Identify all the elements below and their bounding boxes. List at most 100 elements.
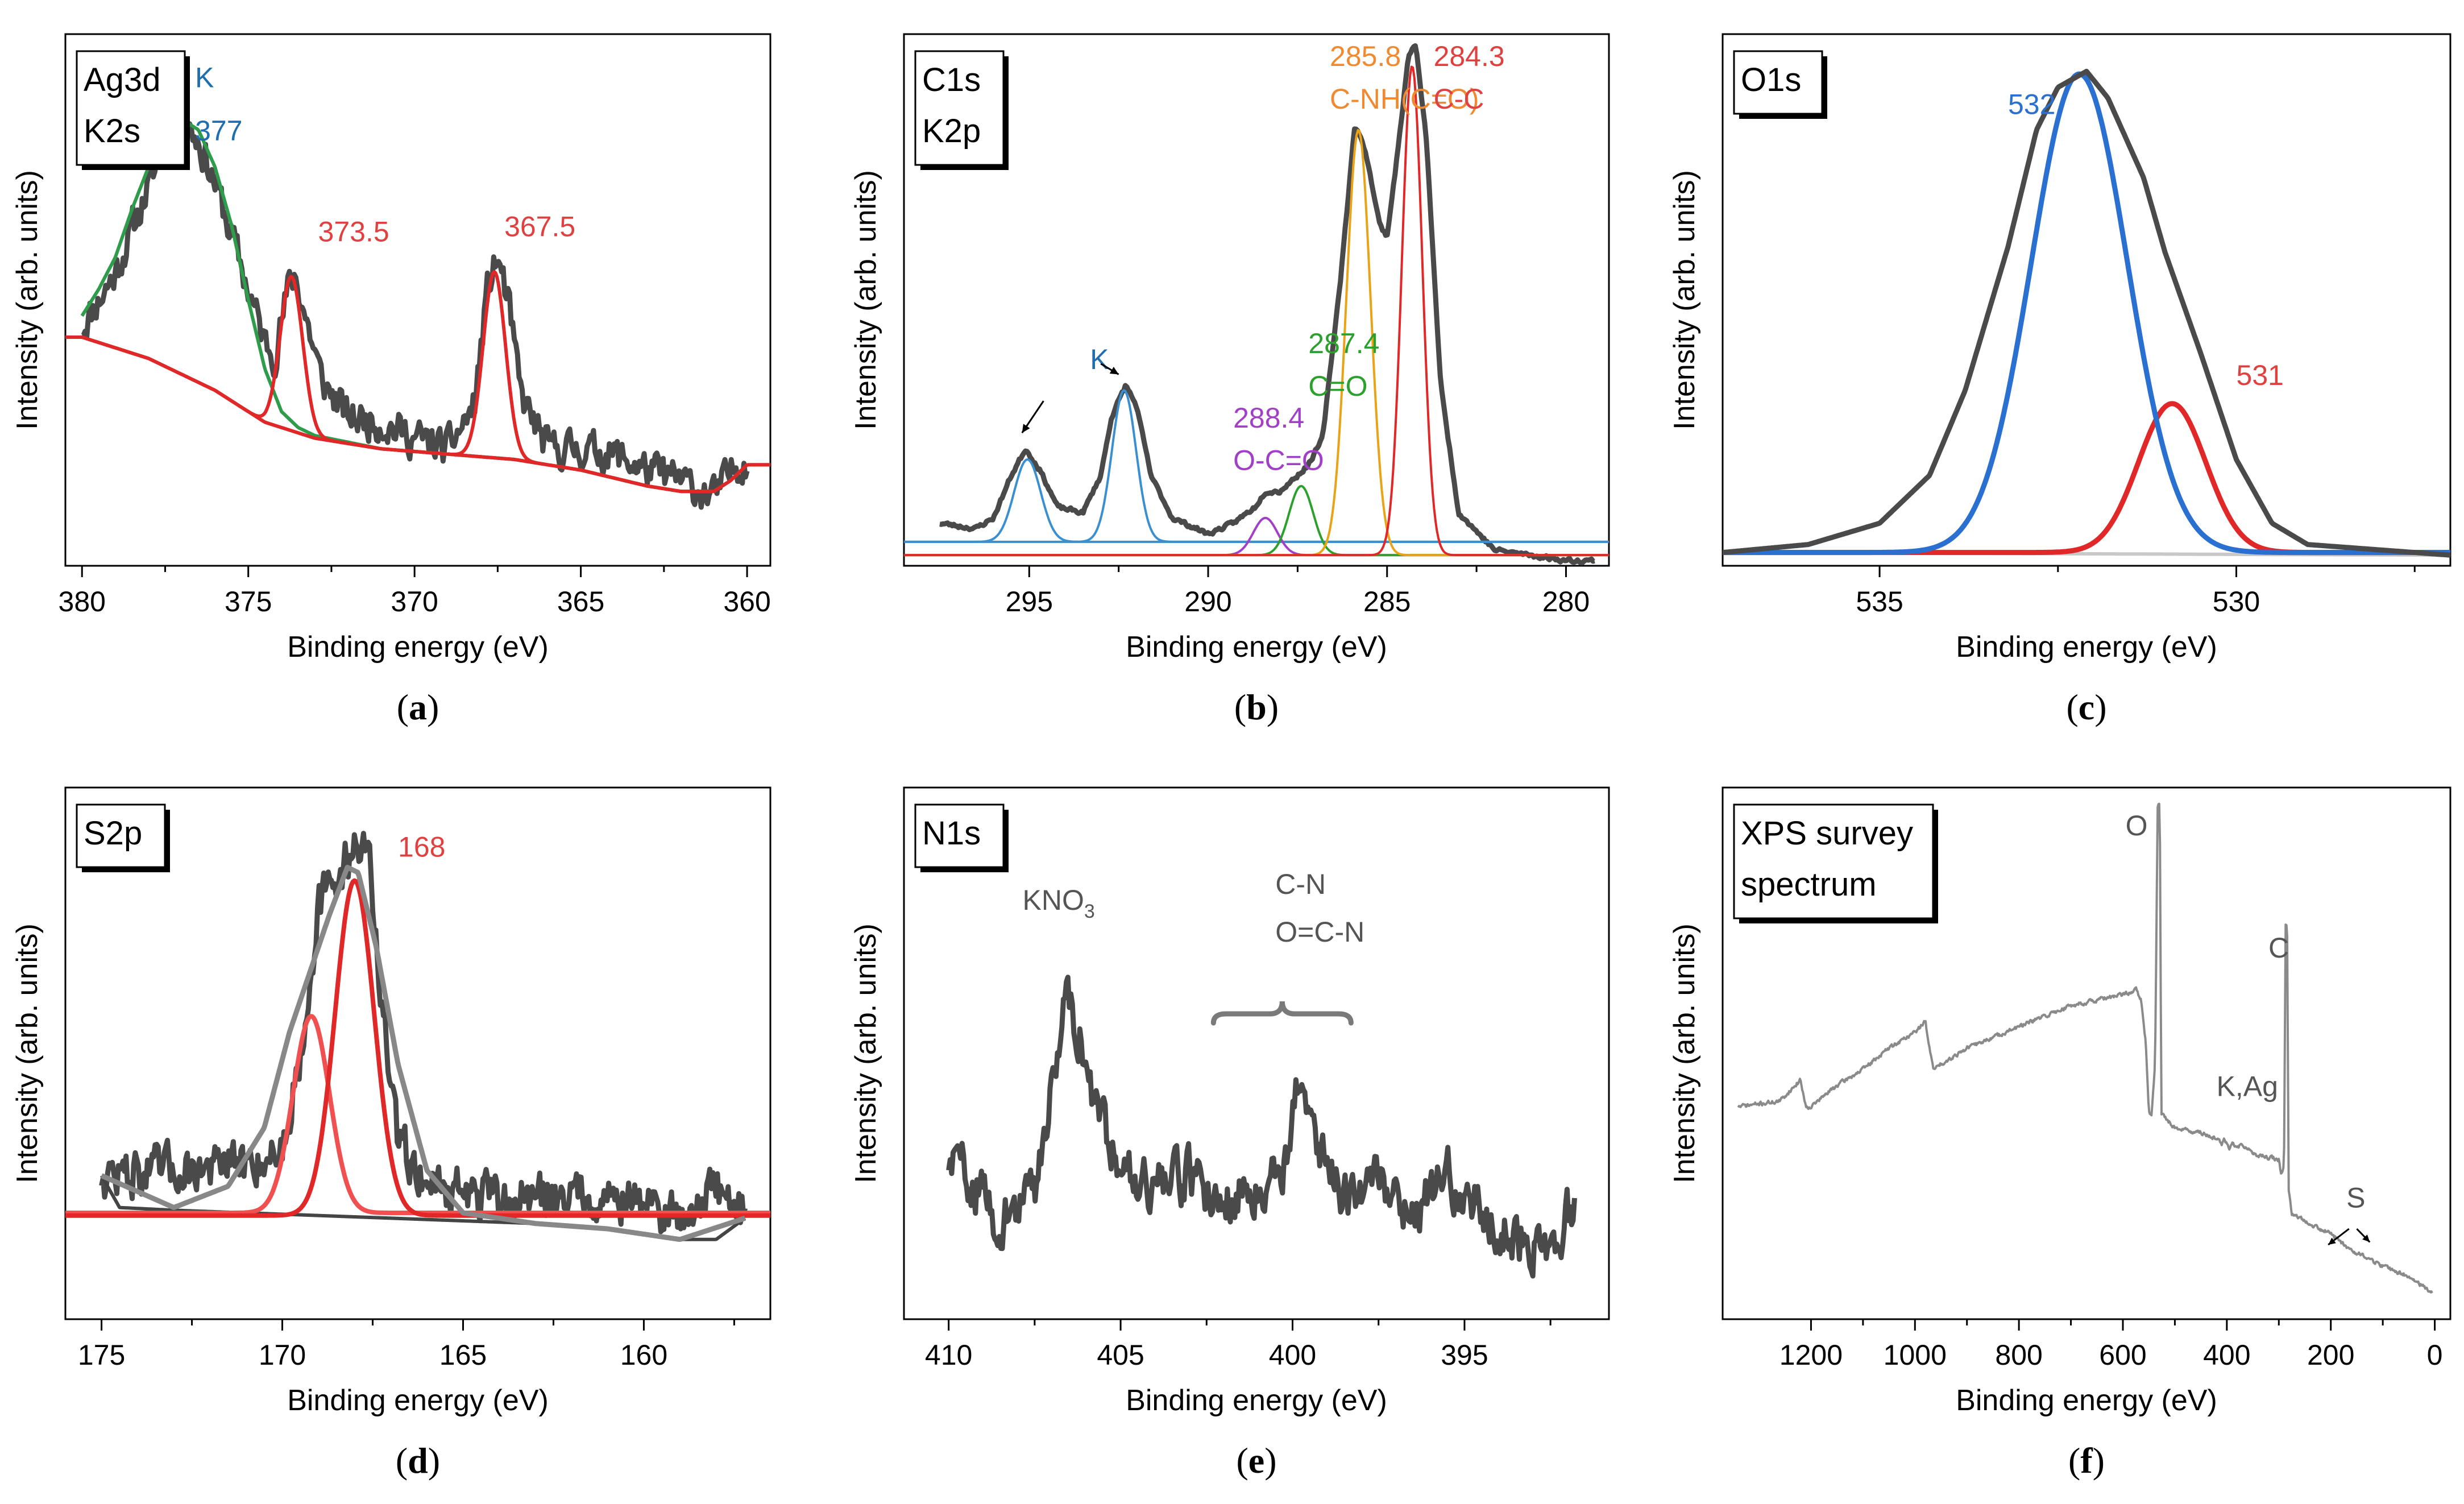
plot-frame: [1722, 786, 2451, 1320]
plot-area: [904, 43, 1609, 566]
title-line: spectrum: [1741, 866, 1877, 903]
title-line: Ag3d: [84, 61, 160, 98]
title-line: S2p: [84, 815, 142, 852]
x-tick-label: 360: [723, 586, 770, 618]
series-raw: [946, 975, 1577, 1279]
annotation-label: O=C-N: [1275, 916, 1364, 948]
x-tick-label: 800: [1995, 1339, 2042, 1371]
panel-caption: (e): [1236, 1440, 1276, 1481]
x-tick-label: 410: [925, 1339, 972, 1371]
series-284-3-fit: [904, 65, 1609, 557]
series-367-5-fit: [65, 270, 770, 494]
x-axis-label: Binding energy (eV): [287, 631, 549, 664]
panel-c: 535 530 Binding energy (eV) Intensity (arb.…: [1668, 33, 2451, 727]
x-tick-label: 365: [557, 586, 604, 618]
annotation-label: K: [195, 62, 214, 94]
title-line: K2s: [84, 113, 140, 150]
title-line: N1s: [922, 815, 981, 852]
series-raw: [99, 831, 748, 1234]
annotation-label: 367.5: [504, 210, 575, 242]
x-axis-label: Binding energy (eV): [287, 1384, 549, 1417]
plot-frame: [64, 33, 771, 567]
title-box: [914, 50, 1005, 166]
series-envelope: [100, 864, 746, 1242]
annotation-label: C-C: [1434, 83, 1484, 115]
x-tick-label: 165: [439, 1339, 487, 1371]
x-tick-label: 400: [2203, 1339, 2250, 1371]
annotation-label: C-NH(C=O): [1330, 83, 1479, 115]
x-axis-label: Binding energy (eV): [1126, 1384, 1387, 1417]
x-tick-label: 285: [1363, 586, 1411, 618]
x-tick-label: 290: [1184, 586, 1231, 618]
x-tick-label: 380: [59, 586, 106, 618]
annotation-label: C=O: [1308, 370, 1367, 402]
plot-area: [1737, 802, 2433, 1294]
plot-frame: [64, 786, 771, 1320]
panel-b: 295 290 285 280 Binding energy (eV) Intensity…: [849, 33, 1610, 727]
x-tick-label: 1200: [1779, 1339, 1843, 1371]
series-raw: [81, 103, 750, 510]
title-box: [914, 803, 1005, 868]
annotation-label: 284.3: [1434, 40, 1505, 72]
annotation-label: K,Ag: [2217, 1070, 2278, 1102]
title-line: C1s: [922, 61, 981, 98]
annotation-label: O-C=O: [1233, 445, 1324, 477]
plot-area: [1723, 68, 2450, 558]
panel-caption: (d): [396, 1440, 440, 1481]
plot-frame: [903, 786, 1610, 1320]
series-survey: [1737, 802, 2433, 1294]
arrow-head: [2362, 1234, 2370, 1242]
annotation-label: K: [1090, 343, 1109, 375]
title-box: [76, 50, 186, 166]
x-tick-label: 535: [1856, 586, 1903, 618]
arrow-head: [1022, 424, 1030, 433]
y-axis-label: Intensity (arb. units): [11, 923, 44, 1183]
plot-area: [65, 831, 770, 1242]
panel-f: 1200 1000 800 600 400 200 0 Binding energy (eV)…: [1668, 786, 2451, 1481]
annotation-label: S: [2346, 1182, 2365, 1214]
annotation-label: 531: [2237, 359, 2284, 391]
plot-area: [65, 103, 770, 510]
annotation-label: 287.4: [1308, 328, 1379, 359]
arrow-head: [1109, 367, 1119, 375]
annotation-label: C: [2268, 932, 2289, 964]
series-168-fit: [65, 878, 770, 1218]
x-tick-label: 170: [259, 1339, 306, 1371]
series-532-fit: [1723, 71, 2450, 556]
x-tick-label: 375: [225, 586, 272, 618]
y-axis-label: Intensity (arb. units): [849, 923, 882, 1183]
panel-a: 380 375 370 365 360 Binding energy (eV) Intens…: [11, 33, 771, 727]
y-axis-label: Intensity (arb. units): [1668, 923, 1701, 1183]
x-tick-label: 400: [1269, 1339, 1316, 1371]
x-tick-label: 0: [2427, 1339, 2443, 1371]
x-tick-label: 405: [1097, 1339, 1144, 1371]
annotation-label: 168: [398, 831, 445, 863]
plot-frame: [903, 33, 1610, 567]
annotation-label: 285.8: [1330, 40, 1401, 72]
x-tick-label: 160: [620, 1339, 667, 1371]
x-axis-label: Binding energy (eV): [1126, 631, 1387, 664]
x-tick-label: 600: [2099, 1339, 2146, 1371]
panel-e: 410 405 400 395 Binding energy (eV) Intensity…: [849, 786, 1610, 1481]
annotation-label: 373.5: [318, 216, 389, 248]
x-axis-label: Binding energy (eV): [1956, 1384, 2217, 1417]
annotation-label: C-N: [1275, 868, 1326, 900]
title-line: XPS survey: [1741, 815, 1913, 852]
x-tick-label: 370: [391, 586, 438, 618]
title-box: [76, 803, 166, 868]
x-tick-label: 295: [1006, 586, 1053, 618]
plot-frame: [1722, 33, 2451, 567]
x-tick-label: 395: [1441, 1339, 1488, 1371]
title-box: [1733, 803, 1934, 919]
annotation-label: 288.4: [1233, 402, 1304, 434]
plot-area: [946, 975, 1577, 1279]
x-tick-label: 175: [78, 1339, 125, 1371]
y-axis-label: Intensity (arb. units): [1668, 170, 1701, 430]
title-line: O1s: [1741, 61, 1801, 98]
series-k-292-3-fit: [904, 389, 1609, 543]
panel-caption: (b): [1234, 687, 1279, 727]
y-axis-label: Intensity (arb. units): [11, 170, 44, 430]
x-tick-label: 200: [2307, 1339, 2354, 1371]
annotation-label: O: [2126, 810, 2148, 842]
